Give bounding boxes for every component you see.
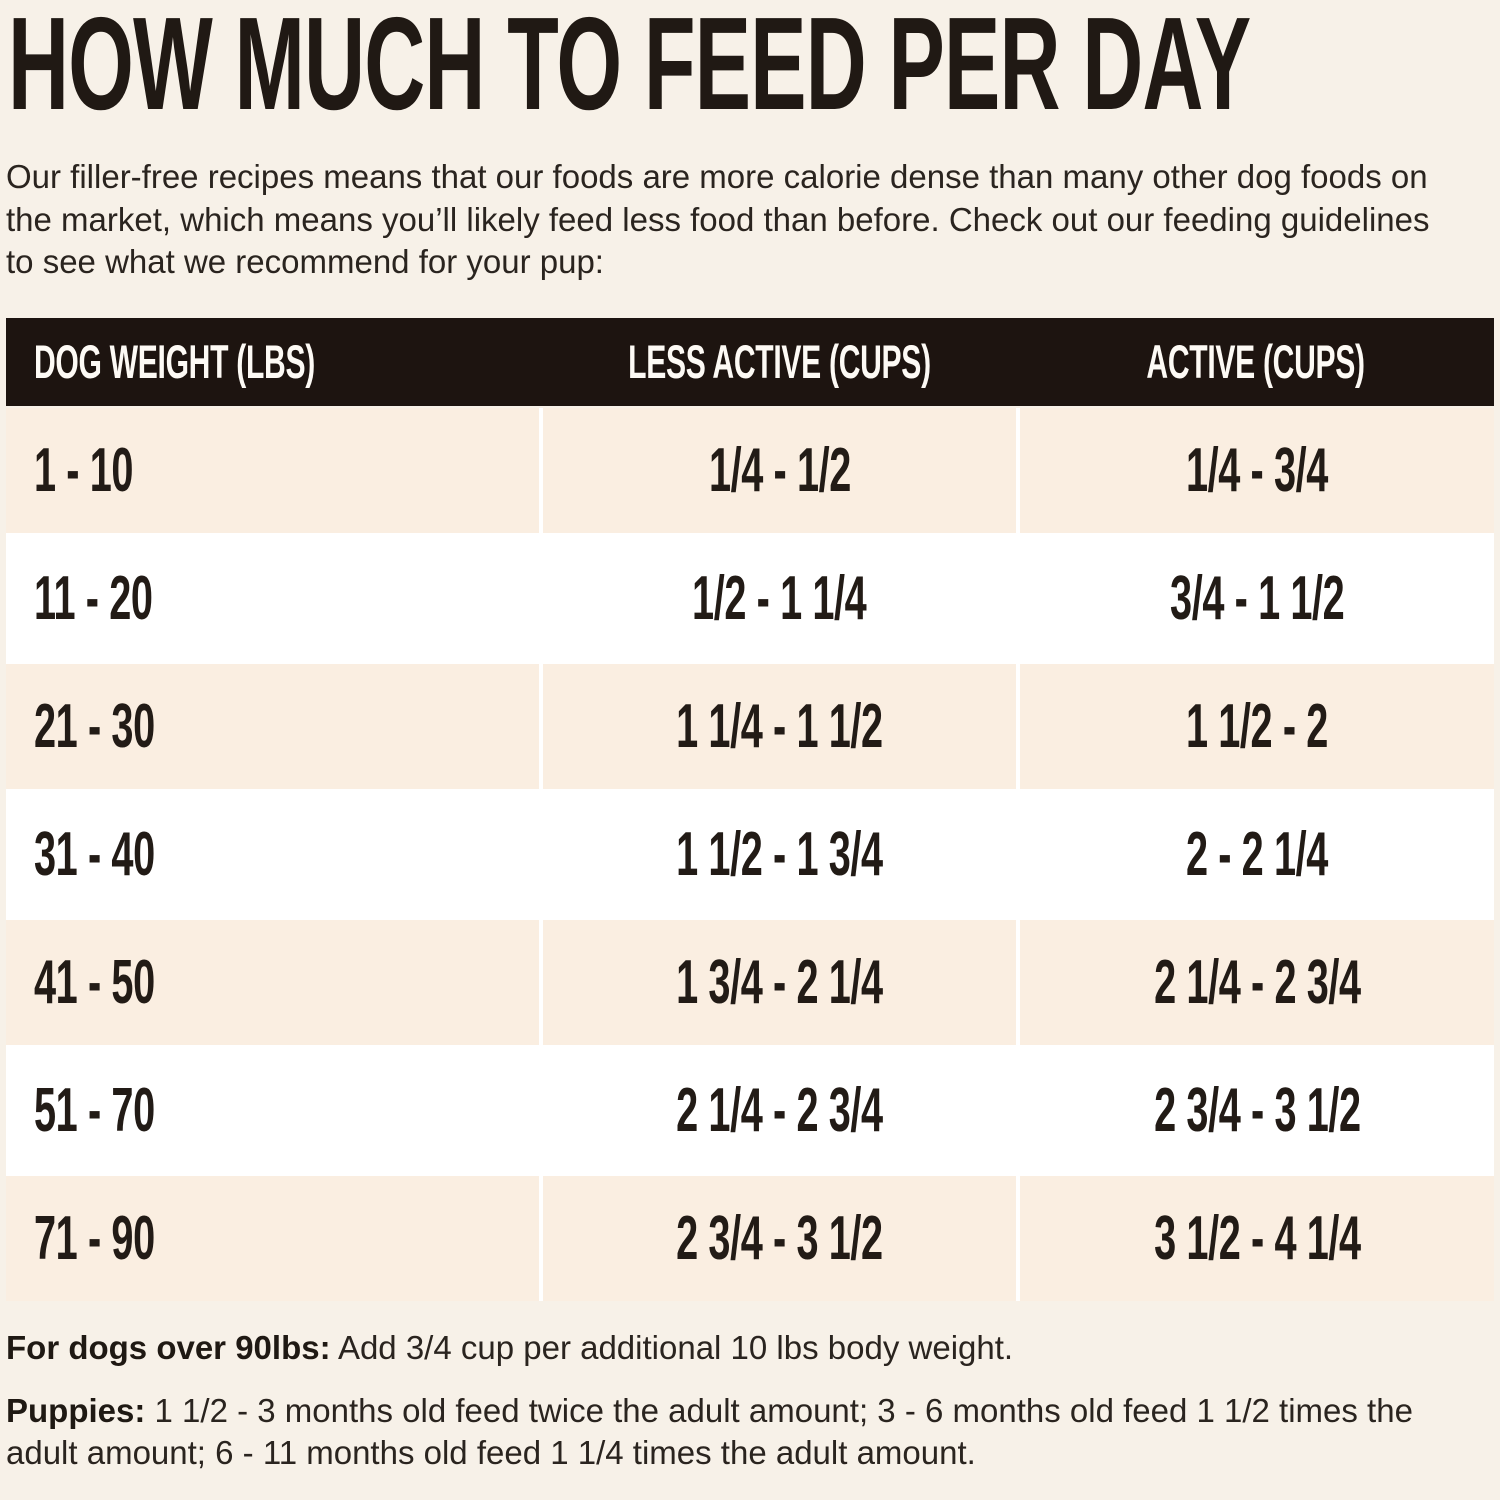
cell-less-active-value: 2 3/4 - 3 1/2: [676, 1203, 883, 1273]
cell-active-value: 2 - 2 1/4: [1186, 819, 1329, 889]
cell-less-active: 2 1/4 - 2 3/4: [542, 1047, 1017, 1173]
note-over-90lbs-label: For dogs over 90lbs:: [6, 1328, 331, 1366]
cell-weight-value: 51 - 70: [34, 1075, 155, 1145]
table-row: 51 - 70 2 1/4 - 2 3/4 2 3/4 - 3 1/2: [6, 1047, 1494, 1173]
cell-less-active-value: 1/2 - 1 1/4: [692, 563, 867, 633]
cell-active-value: 3/4 - 1 1/2: [1170, 563, 1345, 633]
page-title: HOW MUCH TO FEED PER DAY: [8, 0, 1494, 130]
cell-weight-value: 11 - 20: [34, 563, 153, 633]
cell-less-active: 1/4 - 1/2: [542, 407, 1017, 533]
table-body: 1 - 10 1/4 - 1/2 1/4 - 3/4 11 - 20 1/2 -…: [6, 407, 1494, 1301]
cell-active-value: 1 1/2 - 2: [1186, 691, 1329, 761]
cell-active: 3/4 - 1 1/2: [1020, 535, 1494, 661]
feeding-table: DOG WEIGHT (LBS) LESS ACTIVE (CUPS) ACTI…: [6, 317, 1494, 1301]
cell-weight: 1 - 10: [6, 407, 539, 533]
cell-active: 2 3/4 - 3 1/2: [1020, 1047, 1494, 1173]
cell-active-value: 1/4 - 3/4: [1186, 435, 1329, 505]
cell-active: 2 1/4 - 2 3/4: [1020, 919, 1494, 1045]
table-row: 1 - 10 1/4 - 1/2 1/4 - 3/4: [6, 407, 1494, 533]
table-row: 31 - 40 1 1/2 - 1 3/4 2 - 2 1/4: [6, 791, 1494, 917]
header-less-active: LESS ACTIVE (CUPS): [542, 334, 1018, 389]
cell-weight: 41 - 50: [6, 919, 539, 1045]
page-title-text: HOW MUCH TO FEED PER DAY: [8, 0, 1251, 137]
note-over-90lbs-text: Add 3/4 cup per additional 10 lbs body w…: [337, 1328, 1014, 1366]
header-dog-weight-label: DOG WEIGHT (LBS): [34, 335, 315, 389]
cell-less-active-value: 1 3/4 - 2 1/4: [676, 947, 883, 1017]
header-active: ACTIVE (CUPS): [1018, 334, 1494, 389]
footnotes: For dogs over 90lbs: Add 3/4 cup per add…: [6, 1327, 1494, 1500]
cell-less-active: 1 1/2 - 1 3/4: [542, 791, 1017, 917]
note-over-90lbs: For dogs over 90lbs: Add 3/4 cup per add…: [6, 1327, 1476, 1369]
cell-weight-value: 41 - 50: [34, 947, 155, 1017]
cell-active-value: 2 3/4 - 3 1/2: [1153, 1075, 1361, 1145]
cell-less-active: 2 3/4 - 3 1/2: [542, 1175, 1017, 1301]
cell-active-value: 2 1/4 - 2 3/4: [1153, 947, 1361, 1017]
cell-active: 1 1/2 - 2: [1020, 663, 1494, 789]
cell-less-active-value: 2 1/4 - 2 3/4: [676, 1075, 883, 1145]
cell-active: 2 - 2 1/4: [1020, 791, 1494, 917]
cell-weight-value: 31 - 40: [34, 819, 155, 889]
note-gestation-text: Feed enough to maintain ideal body weigh…: [6, 1497, 1462, 1500]
table-row: 71 - 90 2 3/4 - 3 1/2 3 1/2 - 4 1/4: [6, 1175, 1494, 1301]
cell-active: 1/4 - 3/4: [1020, 407, 1494, 533]
cell-weight: 51 - 70: [6, 1047, 539, 1173]
cell-weight-value: 1 - 10: [34, 435, 134, 505]
cell-weight-value: 71 - 90: [34, 1203, 155, 1273]
cell-weight: 71 - 90: [6, 1175, 539, 1301]
cell-weight: 11 - 20: [6, 535, 539, 661]
cell-less-active-value: 1 1/2 - 1 3/4: [676, 819, 883, 889]
header-dog-weight: DOG WEIGHT (LBS): [6, 334, 542, 389]
cell-weight: 31 - 40: [6, 791, 539, 917]
cell-less-active: 1 1/4 - 1 1/2: [542, 663, 1017, 789]
cell-less-active-value: 1 1/4 - 1 1/2: [676, 691, 883, 761]
header-active-label: ACTIVE (CUPS): [1146, 335, 1366, 389]
cell-less-active-value: 1/4 - 1/2: [708, 435, 851, 505]
cell-less-active: 1/2 - 1 1/4: [542, 535, 1017, 661]
note-gestation: Gestation/lactation: Feed enough to main…: [6, 1495, 1476, 1500]
note-puppies-text: 1 1/2 - 3 months old feed twice the adul…: [6, 1391, 1413, 1472]
note-puppies-label: Puppies:: [6, 1391, 146, 1429]
header-less-active-label: LESS ACTIVE (CUPS): [628, 335, 932, 389]
table-header-row: DOG WEIGHT (LBS) LESS ACTIVE (CUPS) ACTI…: [6, 317, 1494, 406]
cell-weight: 21 - 30: [6, 663, 539, 789]
intro-paragraph: Our filler-free recipes means that our f…: [6, 158, 1430, 281]
cell-active: 3 1/2 - 4 1/4: [1020, 1175, 1494, 1301]
cell-active-value: 3 1/2 - 4 1/4: [1153, 1203, 1361, 1273]
cell-less-active: 1 3/4 - 2 1/4: [542, 919, 1017, 1045]
table-row: 11 - 20 1/2 - 1 1/4 3/4 - 1 1/2: [6, 535, 1494, 661]
table-row: 21 - 30 1 1/4 - 1 1/2 1 1/2 - 2: [6, 663, 1494, 789]
note-puppies: Puppies: 1 1/2 - 3 months old feed twice…: [6, 1390, 1476, 1474]
note-gestation-label: Gestation/lactation:: [6, 1497, 314, 1500]
table-row: 41 - 50 1 3/4 - 2 1/4 2 1/4 - 2 3/4: [6, 919, 1494, 1045]
cell-weight-value: 21 - 30: [34, 691, 155, 761]
